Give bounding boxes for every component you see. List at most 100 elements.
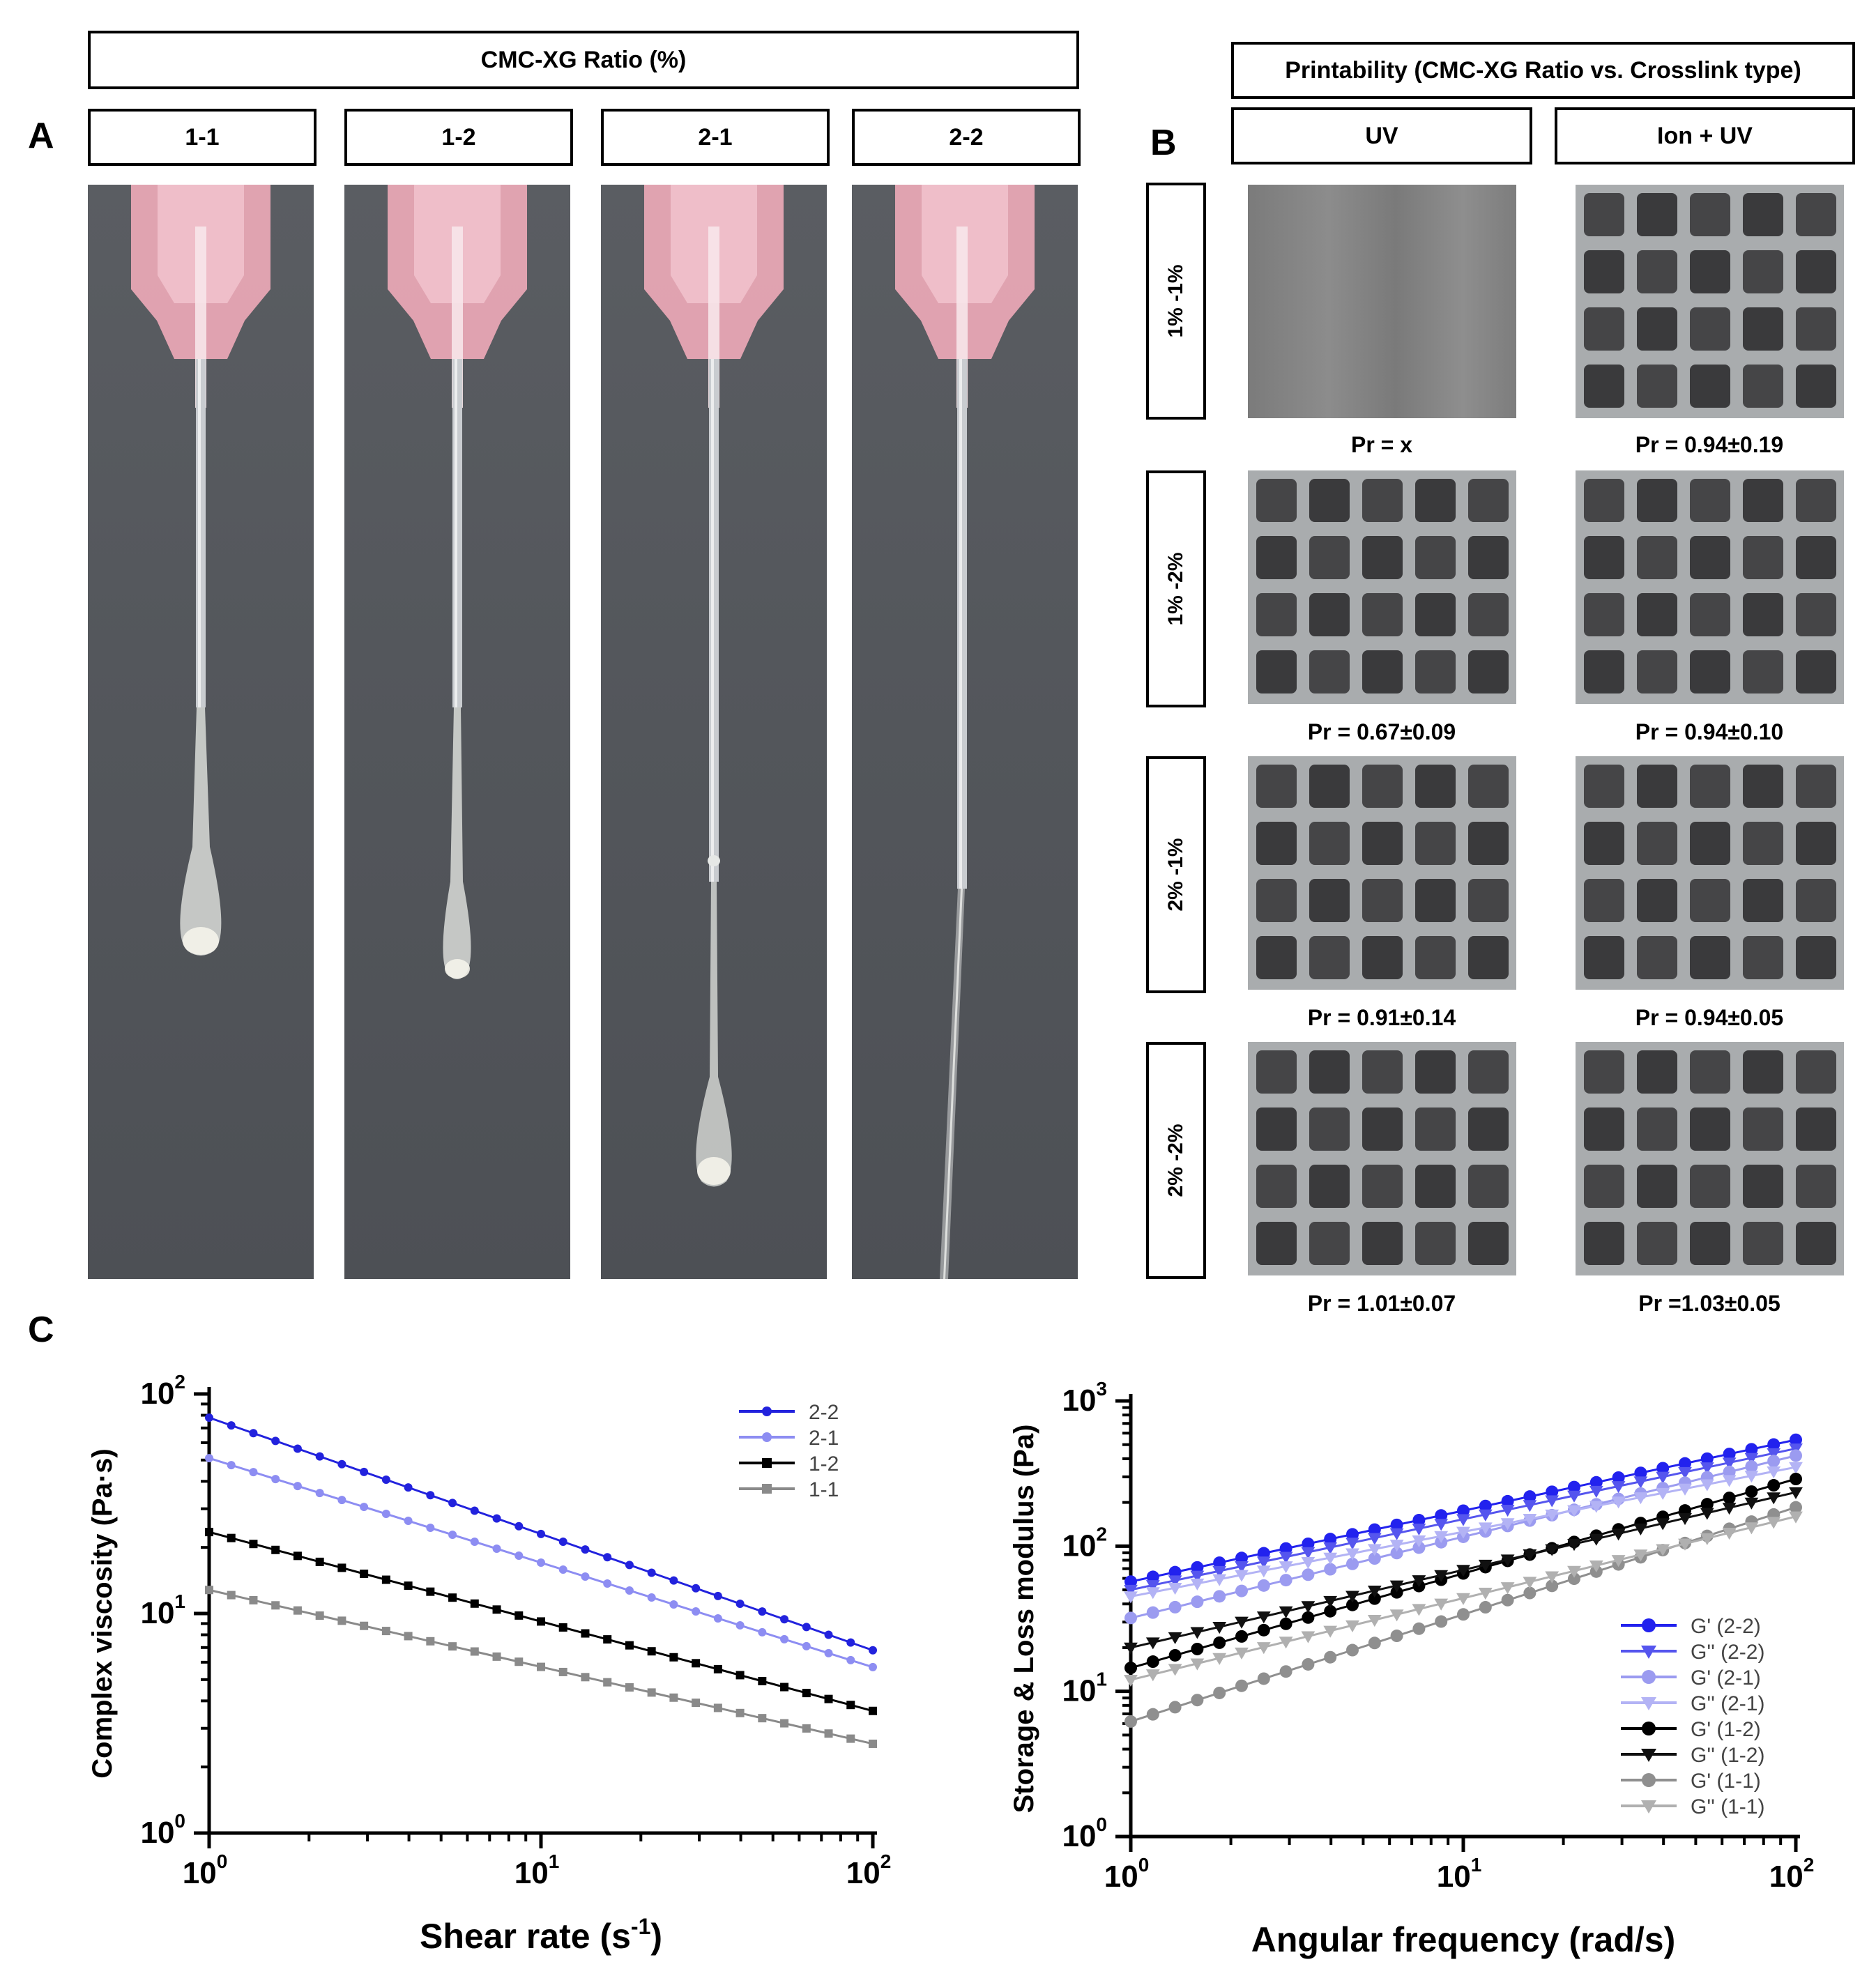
scaffold-pore bbox=[1690, 1222, 1730, 1265]
data-point bbox=[1168, 1583, 1182, 1595]
data-point bbox=[1700, 1462, 1714, 1475]
data-point bbox=[537, 1617, 545, 1626]
data-point bbox=[713, 1664, 722, 1673]
data-point bbox=[1146, 1570, 1159, 1584]
data-point bbox=[780, 1683, 789, 1692]
data-point bbox=[337, 1563, 346, 1572]
data-point bbox=[1589, 1501, 1603, 1513]
legend-marker bbox=[762, 1458, 772, 1468]
scaffold-pore bbox=[1468, 822, 1509, 865]
legend-marker bbox=[1642, 1722, 1656, 1735]
data-point bbox=[1678, 1538, 1692, 1551]
data-point bbox=[1501, 1593, 1514, 1607]
data-point bbox=[470, 1599, 479, 1608]
data-point bbox=[1368, 1592, 1381, 1605]
data-point bbox=[1124, 1715, 1137, 1728]
data-point bbox=[470, 1538, 479, 1547]
data-point bbox=[271, 1545, 280, 1554]
data-point bbox=[448, 1642, 457, 1651]
data-point bbox=[1168, 1565, 1182, 1579]
scaffold-pore bbox=[1796, 593, 1836, 636]
data-point bbox=[1301, 1601, 1316, 1614]
data-point bbox=[1146, 1655, 1159, 1669]
scaffold-pore bbox=[1690, 307, 1730, 351]
data-point bbox=[1523, 1500, 1537, 1512]
col-header-2-1: 2-1 bbox=[601, 109, 830, 166]
scaffold-pore bbox=[1637, 536, 1677, 579]
data-point bbox=[1168, 1664, 1182, 1676]
legend-label: 1-2 bbox=[809, 1453, 839, 1476]
data-point bbox=[1324, 1533, 1337, 1546]
data-point bbox=[1346, 1557, 1359, 1570]
data-point bbox=[1367, 1544, 1382, 1556]
data-point bbox=[1567, 1490, 1581, 1503]
data-point bbox=[669, 1653, 678, 1662]
data-point bbox=[1435, 1615, 1448, 1628]
legend-label: G' (1-2) bbox=[1691, 1718, 1761, 1741]
scaffold-pore bbox=[1690, 1108, 1730, 1151]
data-point bbox=[1457, 1504, 1470, 1517]
data-point bbox=[1235, 1647, 1249, 1660]
legend-label: G' (1-1) bbox=[1691, 1770, 1761, 1793]
data-point bbox=[758, 1627, 767, 1637]
data-point bbox=[1412, 1514, 1426, 1527]
data-point bbox=[1279, 1542, 1292, 1555]
print-image-ion-2-1 bbox=[1576, 756, 1844, 990]
data-point bbox=[1124, 1642, 1138, 1655]
data-point bbox=[1412, 1541, 1426, 1554]
scaffold-pore bbox=[1256, 536, 1297, 579]
data-point bbox=[1323, 1625, 1338, 1638]
data-point bbox=[404, 1483, 413, 1492]
needle-photo-1-1 bbox=[88, 185, 314, 1279]
data-point bbox=[846, 1734, 855, 1743]
data-point bbox=[1279, 1637, 1293, 1649]
scaffold-pore bbox=[1584, 479, 1624, 522]
data-point bbox=[1478, 1522, 1493, 1535]
data-point bbox=[1302, 1611, 1315, 1624]
data-point bbox=[1656, 1462, 1670, 1475]
scaffold-grid-texture bbox=[1576, 185, 1844, 418]
pr-ion-2-2: Pr =1.03±0.05 bbox=[1638, 1291, 1780, 1316]
data-point bbox=[1168, 1701, 1182, 1714]
data-point bbox=[1235, 1630, 1248, 1643]
scaffold-pore bbox=[1256, 1108, 1297, 1151]
scaffold-grid-texture bbox=[1576, 756, 1844, 990]
data-point bbox=[603, 1635, 612, 1644]
scaffold-pore bbox=[1362, 1108, 1403, 1151]
data-point bbox=[669, 1576, 678, 1585]
scaffold-pore bbox=[1468, 650, 1509, 693]
data-point bbox=[1612, 1471, 1625, 1485]
scaffold-pore bbox=[1637, 479, 1677, 522]
data-point bbox=[1213, 1556, 1226, 1570]
data-point bbox=[1390, 1518, 1403, 1531]
data-point bbox=[537, 1662, 545, 1671]
data-point bbox=[360, 1467, 369, 1476]
data-point bbox=[1235, 1616, 1249, 1629]
data-point bbox=[735, 1708, 745, 1717]
scaffold-pore bbox=[1743, 365, 1783, 408]
data-point bbox=[1146, 1708, 1159, 1721]
scaffold-pore bbox=[1584, 365, 1624, 408]
data-point bbox=[869, 1739, 877, 1748]
data-point bbox=[1257, 1672, 1270, 1685]
x-tick-label: 100 bbox=[183, 1850, 228, 1890]
data-point bbox=[1545, 1544, 1559, 1556]
scaffold-pore bbox=[1637, 1050, 1677, 1094]
data-point bbox=[1456, 1593, 1470, 1605]
scaffold-pore bbox=[1256, 765, 1297, 808]
legend-label: G'' (2-2) bbox=[1691, 1641, 1764, 1664]
legend-marker bbox=[1641, 1800, 1656, 1814]
pr-ion-1-1: Pr = 0.94±0.19 bbox=[1635, 432, 1784, 457]
scaffold-pore bbox=[1637, 879, 1677, 922]
scaffold-pore bbox=[1637, 593, 1677, 636]
data-point bbox=[1412, 1604, 1426, 1616]
data-point bbox=[1412, 1575, 1426, 1588]
data-point bbox=[802, 1641, 811, 1650]
data-point bbox=[1190, 1578, 1205, 1591]
data-point bbox=[1412, 1622, 1426, 1635]
data-point bbox=[1656, 1471, 1670, 1484]
scaffold-pore bbox=[1362, 822, 1403, 865]
data-point bbox=[1124, 1575, 1137, 1588]
data-point bbox=[1722, 1475, 1737, 1487]
scaffold-pore bbox=[1584, 593, 1624, 636]
